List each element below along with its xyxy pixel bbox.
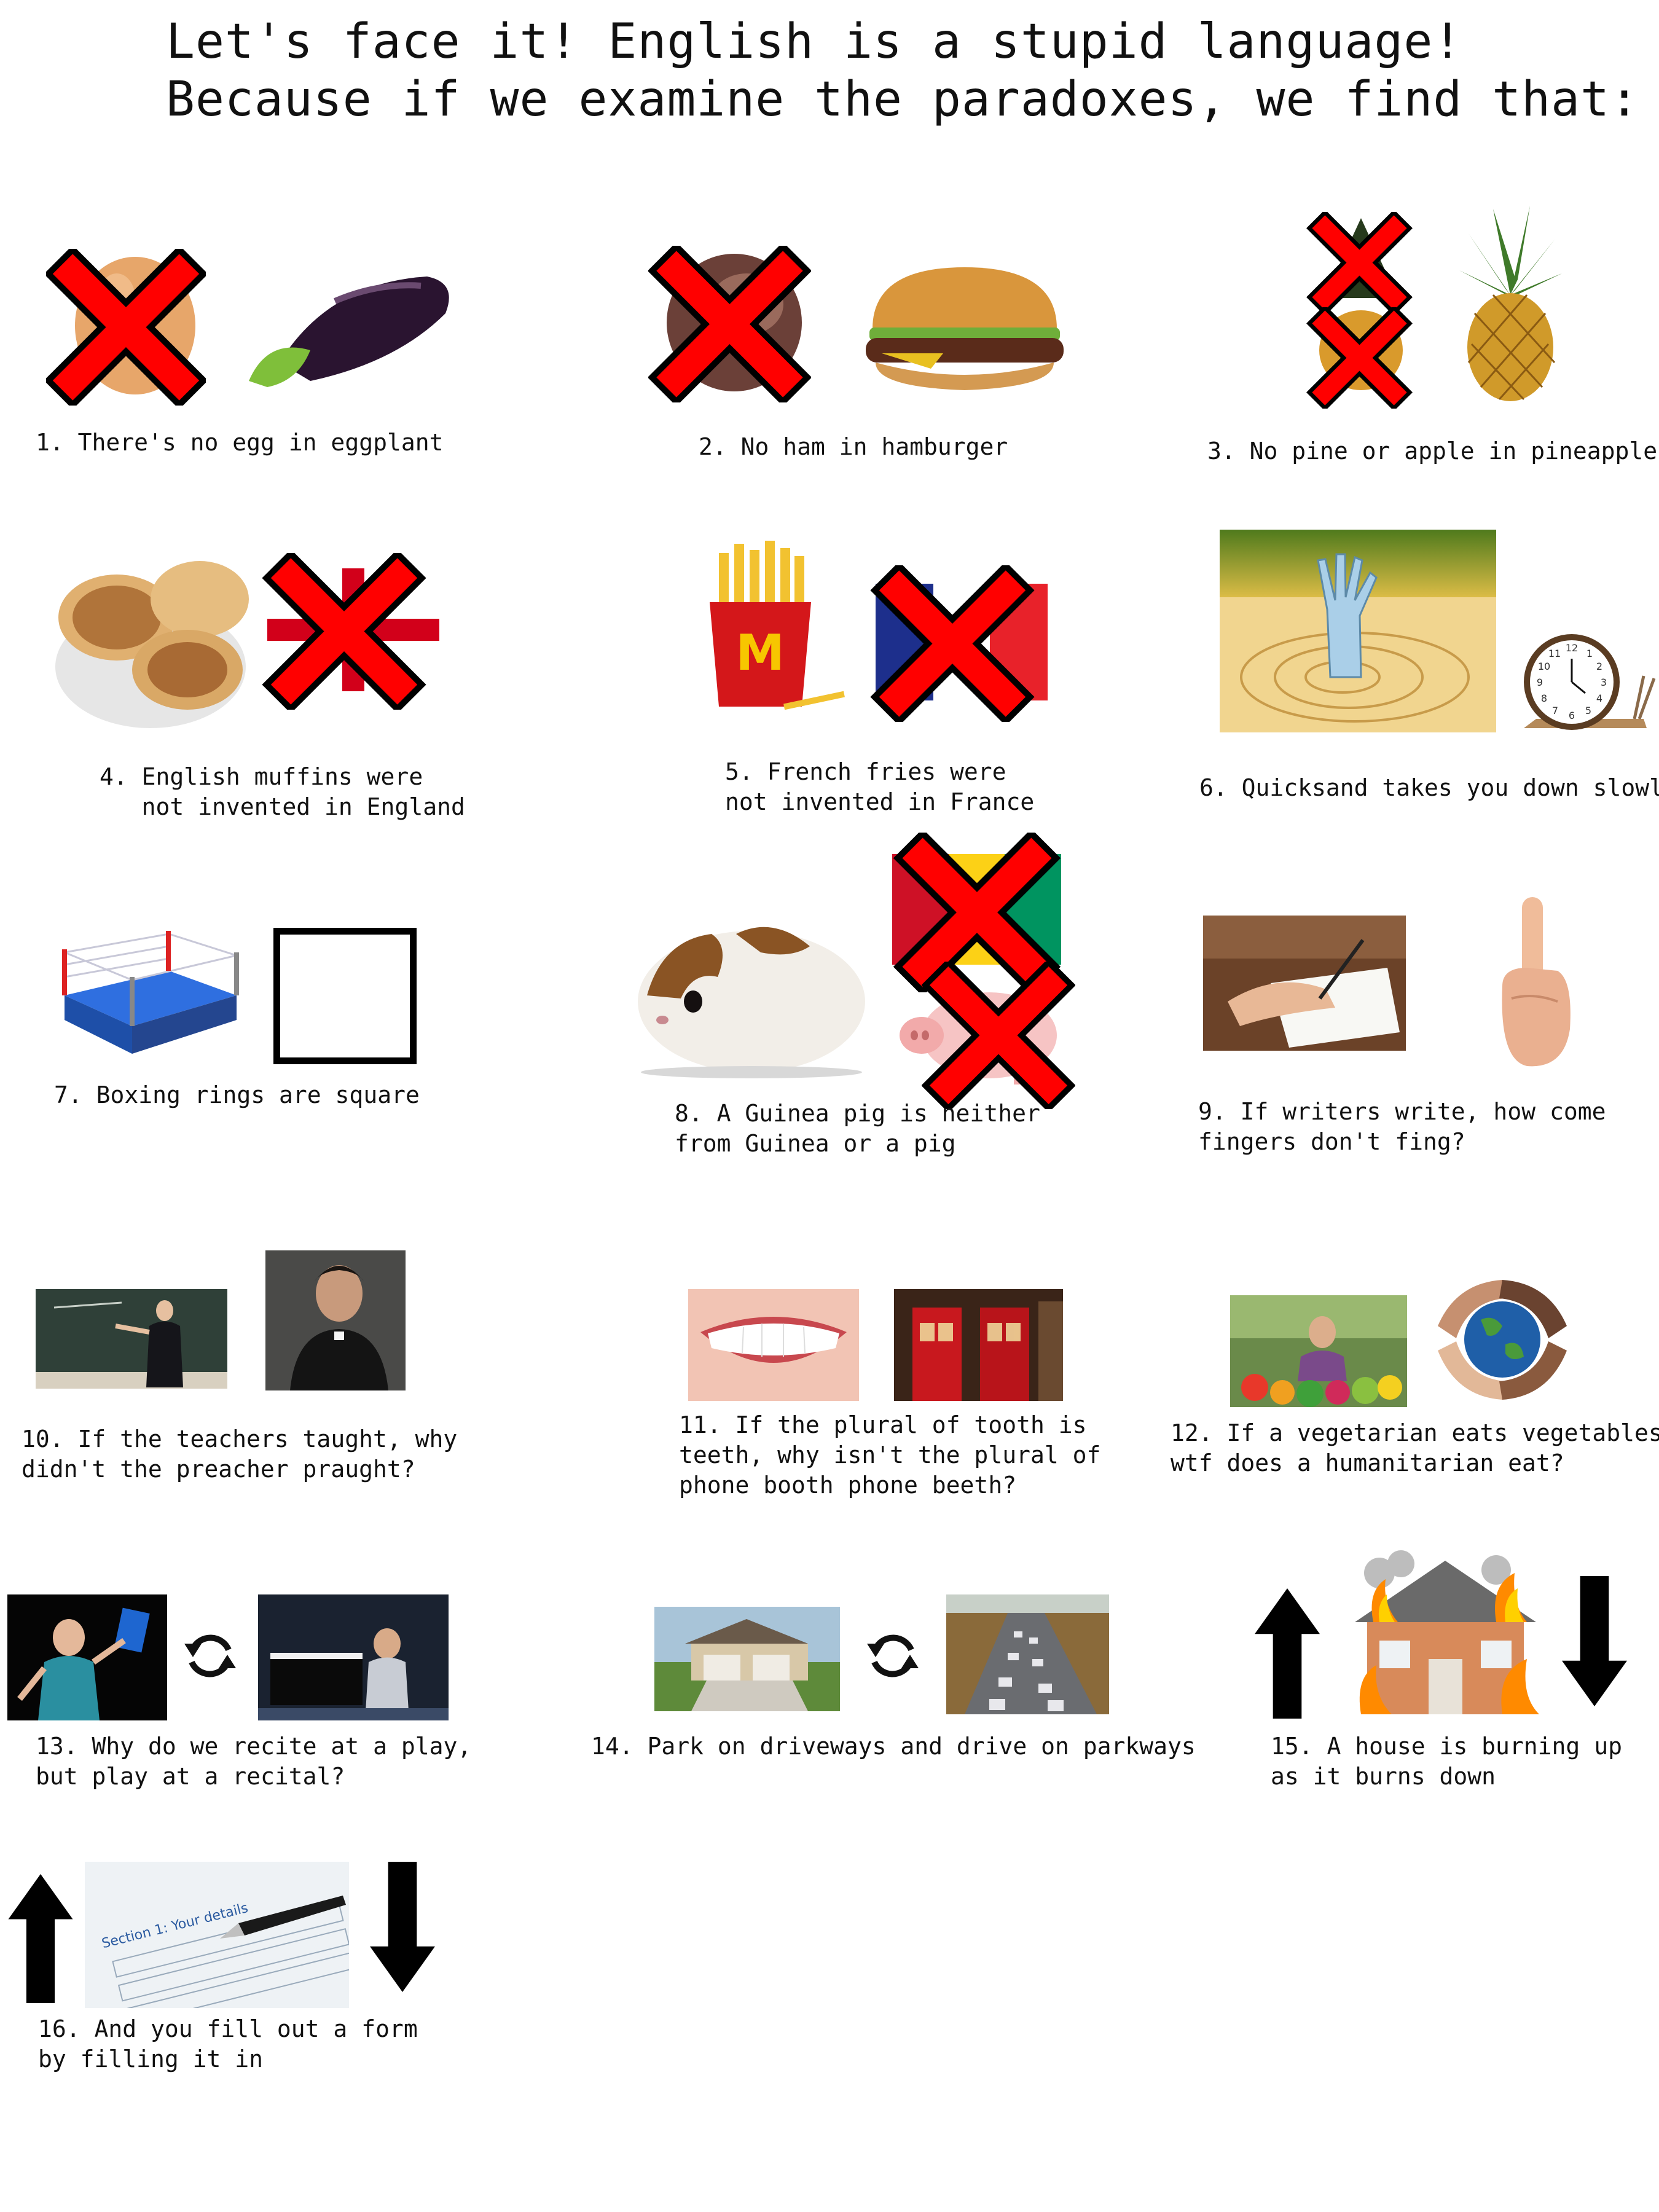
- svg-text:M: M: [735, 624, 785, 681]
- clock-number-5: 5: [1585, 705, 1591, 716]
- item-3-caption: 3. No pine or apple in pineapple: [1207, 437, 1658, 465]
- item-14-caption: 14. Park on driveways and drive on parkw…: [591, 1733, 1196, 1760]
- guinea-pig-image: [638, 927, 865, 1078]
- boxing-ring-image: [62, 931, 239, 1054]
- writer-image: [1203, 916, 1406, 1051]
- snail-clock-image: 12 1 2 3 4 5 6 7 8 9 10 11: [1524, 634, 1656, 730]
- fries-image: M: [710, 541, 845, 710]
- pineapple-image: [1459, 206, 1562, 401]
- item-1-caption: 1. There's no egg in eggplant: [36, 429, 444, 456]
- clock-number-12: 12: [1566, 642, 1578, 654]
- vegetarian-image: [1230, 1295, 1407, 1407]
- phone-booth-image: [894, 1289, 1063, 1401]
- pig-cross-icon: [922, 962, 1075, 1109]
- teeth-image: [688, 1289, 859, 1401]
- item-2-caption: 2. No ham in hamburger: [699, 433, 1008, 460]
- clock-number-2: 2: [1596, 661, 1602, 672]
- swap-cycle-icon: [179, 1625, 241, 1687]
- preacher-image: [265, 1250, 406, 1390]
- down-arrow-icon: [1555, 1576, 1634, 1706]
- page-title: Let's face it! English is a stupid langu…: [166, 14, 1463, 69]
- england-cross-icon: [261, 553, 427, 710]
- quicksand-image: [1220, 530, 1496, 732]
- teacher-image: [36, 1289, 227, 1389]
- clock-number-1: 1: [1586, 648, 1593, 659]
- clock-number-6: 6: [1569, 710, 1575, 721]
- eggplant-image: [249, 276, 449, 387]
- recital-image: [258, 1594, 449, 1720]
- humanitarian-image: [1432, 1271, 1573, 1407]
- clock-number-11: 11: [1548, 648, 1561, 659]
- egg-cross-icon: [46, 249, 206, 406]
- clock-number-7: 7: [1552, 705, 1558, 716]
- up-arrow-icon-2: [1, 1874, 80, 2003]
- item-16-caption: 16. And you fill out a form by filling i…: [38, 2015, 418, 2073]
- item-5-caption: 5. French fries were not invented in Fra…: [725, 758, 1035, 815]
- down-arrow-icon-2: [363, 1862, 442, 1992]
- item-7-caption: 7. Boxing rings are square: [54, 1081, 420, 1108]
- square-shape: [273, 928, 417, 1064]
- parkway-image: [946, 1594, 1109, 1714]
- finger-image: [1502, 897, 1571, 1067]
- clock-number-9: 9: [1537, 677, 1543, 688]
- clock-number-8: 8: [1541, 692, 1547, 704]
- pine-cross-icon: [1306, 212, 1413, 313]
- play-image: [7, 1594, 167, 1720]
- item-11-caption: 11. If the plural of tooth is teeth, why…: [679, 1411, 1101, 1499]
- page-subtitle: Because if we examine the paradoxes, we …: [166, 72, 1639, 127]
- item-13-caption: 13. Why do we recite at a play, but play…: [36, 1733, 472, 1790]
- clock-number-4: 4: [1596, 692, 1602, 704]
- muffins-image: [52, 525, 249, 740]
- ham-cross-icon: [648, 246, 811, 402]
- france-cross-icon: [869, 565, 1035, 722]
- hamburger-image: [866, 267, 1064, 390]
- clock-number-3: 3: [1601, 677, 1607, 688]
- burning-house-image: [1355, 1550, 1539, 1714]
- item-12-caption: 12. If a vegetarian eats vegetables, wtf…: [1171, 1419, 1659, 1477]
- driveway-image: [654, 1607, 840, 1711]
- form-image: Section 1: Your details: [85, 1862, 349, 2008]
- up-arrow-icon: [1247, 1588, 1327, 1719]
- swap-cycle-icon-2: [862, 1625, 924, 1687]
- item-10-caption: 10. If the teachers taught, why didn't t…: [22, 1426, 458, 1483]
- clock-number-10: 10: [1538, 661, 1550, 672]
- item-8-caption: 8. A Guinea pig is neither from Guinea o…: [675, 1100, 1040, 1157]
- apple-cross-icon: [1306, 307, 1413, 409]
- item-4-caption: 4. English muffins were not invented in …: [100, 763, 465, 820]
- item-9-caption: 9. If writers write, how come fingers do…: [1198, 1098, 1606, 1155]
- item-15-caption: 15. A house is burning up as it burns do…: [1271, 1733, 1622, 1790]
- item-6-caption: 6. Quicksand takes you down slowly: [1199, 774, 1659, 801]
